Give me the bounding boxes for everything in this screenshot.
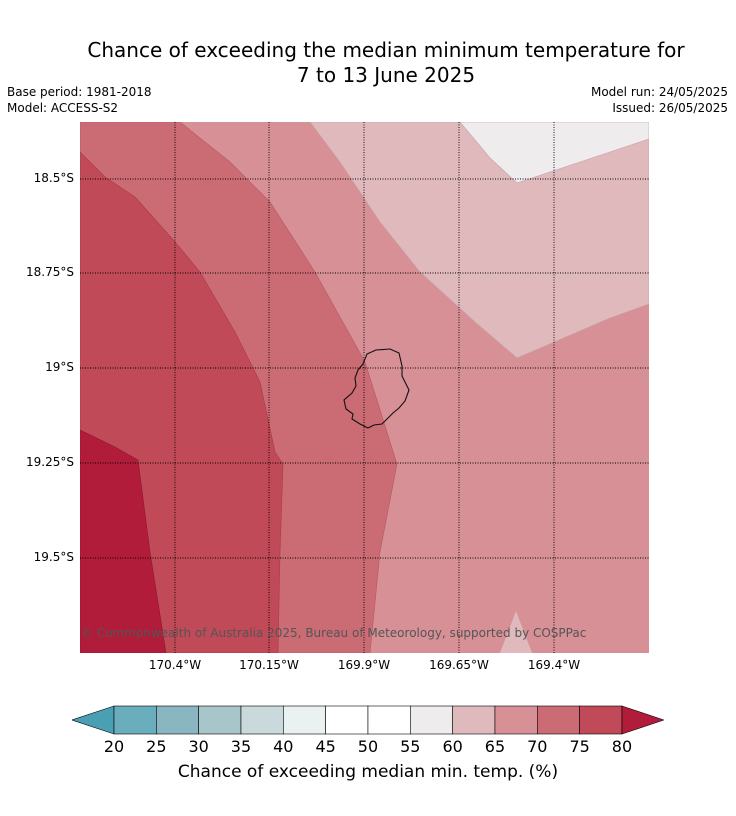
band-60-65-bottom	[500, 611, 532, 653]
colorbar-segment	[536, 705, 580, 735]
colorbar-tick-label: 70	[527, 737, 548, 756]
colorbar-tick-label: 45	[315, 737, 336, 756]
colorbar-segment	[452, 705, 496, 735]
band-over-80	[80, 429, 167, 653]
island-outline	[343, 348, 410, 429]
model-info: Base period: 1981-2018 Model: ACCESS-S2	[7, 84, 152, 116]
colorbar-tick-label: 30	[188, 737, 209, 756]
colorbar-segment	[410, 705, 453, 735]
probability-map	[80, 122, 649, 653]
base-period-text: Base period: 1981-2018	[7, 85, 152, 99]
lon-label-170-4: 170.4°W	[148, 658, 202, 672]
colorbar-tick-label: 65	[484, 737, 506, 756]
band-60-65	[309, 122, 649, 359]
colorbar-extend-high	[621, 705, 665, 735]
lon-label-169-65: 169.65°W	[429, 658, 489, 672]
title-line-1: Chance of exceeding the median minimum t…	[87, 38, 685, 62]
colorbar-tick-label: 80	[611, 737, 633, 756]
colorbar-tick-label: 55	[400, 737, 421, 756]
colorbar-segment	[367, 705, 411, 735]
colorbar-segment	[283, 705, 326, 735]
colorbar-segment	[325, 705, 369, 735]
lat-label-18-5: 18.5°S	[33, 171, 74, 185]
model-name-text: Model: ACCESS-S2	[7, 101, 119, 115]
issued-date-text: Issued: 26/05/2025	[612, 101, 728, 115]
colorbar-tick-label: 35	[230, 737, 252, 756]
colorbar-extend-low	[71, 705, 115, 735]
lon-label-169-9: 169.9°W	[337, 658, 391, 672]
lon-label-170-15: 170.15°W	[239, 658, 299, 672]
colorbar-segment	[494, 705, 538, 735]
copyright-notice: © Commonwealth of Australia 2025, Bureau…	[81, 626, 587, 640]
lat-label-19: 19°S	[45, 360, 74, 374]
colorbar-tick-label: 50	[357, 737, 379, 756]
colorbar-segment	[198, 705, 242, 735]
lon-label-169-4: 169.4°W	[527, 658, 581, 672]
colorbar	[71, 704, 665, 736]
lat-label-19-5: 19.5°S	[33, 550, 74, 564]
title-line-2: 7 to 13 June 2025	[296, 63, 476, 87]
lat-label-19-25: 19.25°S	[26, 455, 74, 469]
colorbar-segment	[579, 705, 623, 735]
colorbar-segment	[156, 705, 199, 735]
colorbar-tick-label: 60	[442, 737, 463, 756]
colorbar-tick-label: 25	[146, 737, 167, 756]
model-run-text: Model run: 24/05/2025	[590, 85, 728, 99]
colorbar-tick-label: 20	[103, 737, 125, 756]
graticule	[80, 122, 649, 653]
colorbar-tick-label: 75	[569, 737, 590, 756]
run-info: Model run: 24/05/2025 Issued: 26/05/2025	[591, 84, 728, 116]
lat-label-18-75: 18.75°S	[26, 265, 74, 279]
map-title: Chance of exceeding the median minimum t…	[0, 38, 736, 88]
colorbar-segment	[240, 705, 284, 735]
colorbar-segment	[113, 705, 157, 735]
colorbar-tick-label: 40	[273, 737, 294, 756]
colorbar-title: Chance of exceeding median min. temp. (%…	[177, 762, 559, 782]
band-55-60	[459, 122, 649, 184]
